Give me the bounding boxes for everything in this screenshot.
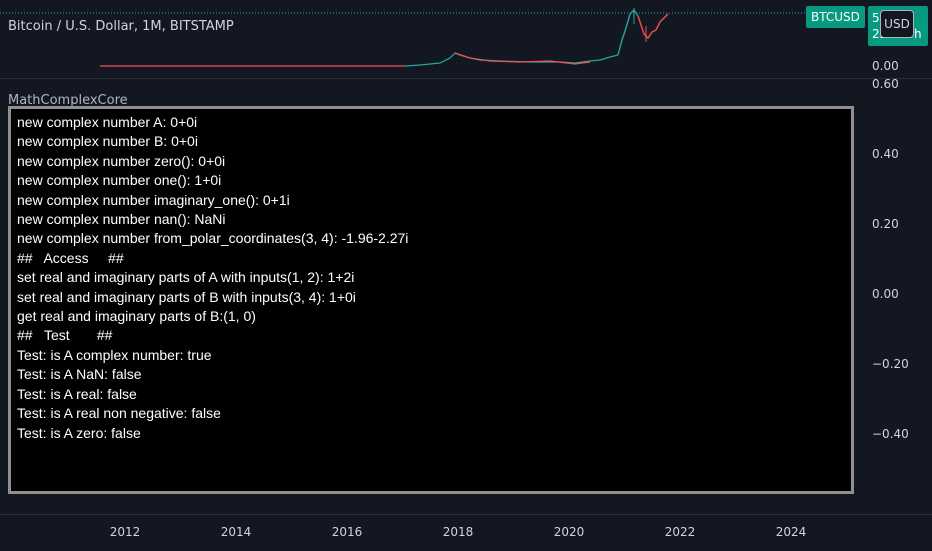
output-line: set real and imaginary parts of B with i…: [17, 288, 356, 305]
price-tick: 0.00: [872, 59, 899, 73]
pane-separator[interactable]: [0, 78, 932, 79]
output-line: new complex number zero(): 0+0i: [17, 152, 226, 169]
x-tick: 2024: [775, 525, 807, 539]
output-line: get real and imaginary parts of B:(1, 0): [17, 308, 256, 325]
x-tick: 2022: [664, 525, 696, 539]
x-tick: 2016: [331, 525, 363, 539]
ticker-badge: BTCUSD: [806, 6, 865, 28]
output-line: Test: is A real non negative: false: [17, 405, 221, 422]
time-axis[interactable]: 2012 2014 2016 2018 2020 2022 2024: [0, 514, 932, 551]
output-line: new complex number from_polar_coordinate…: [17, 230, 409, 247]
indicator-title[interactable]: MathComplexCore: [8, 93, 128, 108]
output-line: set real and imaginary parts of A with i…: [17, 269, 355, 286]
x-tick: 2014: [220, 525, 252, 539]
x-tick: 2018: [442, 525, 474, 539]
currency-button[interactable]: USD: [880, 10, 914, 38]
output-line: new complex number imaginary_one(): 0+1i: [17, 191, 290, 208]
symbol-title[interactable]: Bitcoin / U.S. Dollar, 1M, BITSTAMP: [8, 19, 234, 34]
output-line: new complex number B: 0+0i: [17, 133, 198, 150]
output-line: new complex number A: 0+0i: [17, 114, 198, 130]
y-tick: −0.20: [872, 357, 909, 371]
y-tick: 0.60: [872, 77, 899, 91]
section-header-access: ## Access ##: [17, 249, 124, 266]
y-tick: 0.20: [872, 217, 899, 231]
y-tick: 0.40: [872, 147, 899, 161]
output-line: Test: is A NaN: false: [17, 366, 142, 383]
price-chart[interactable]: [0, 0, 862, 70]
output-line: Test: is A real: false: [17, 385, 137, 402]
price-series: [100, 8, 669, 67]
x-tick: 2020: [553, 525, 585, 539]
output-line: Test: is A complex number: true: [17, 346, 212, 363]
y-tick: 0.00: [872, 287, 899, 301]
output-line: new complex number one(): 1+0i: [17, 172, 222, 189]
y-tick: −0.40: [872, 427, 909, 441]
section-header-test: ## Test ##: [17, 327, 113, 344]
x-tick: 2012: [109, 525, 141, 539]
output-line: new complex number nan(): NaNi: [17, 211, 226, 228]
output-line: Test: is A zero: false: [17, 424, 141, 441]
indicator-output-table: new complex number A: 0+0i new complex n…: [8, 106, 854, 494]
